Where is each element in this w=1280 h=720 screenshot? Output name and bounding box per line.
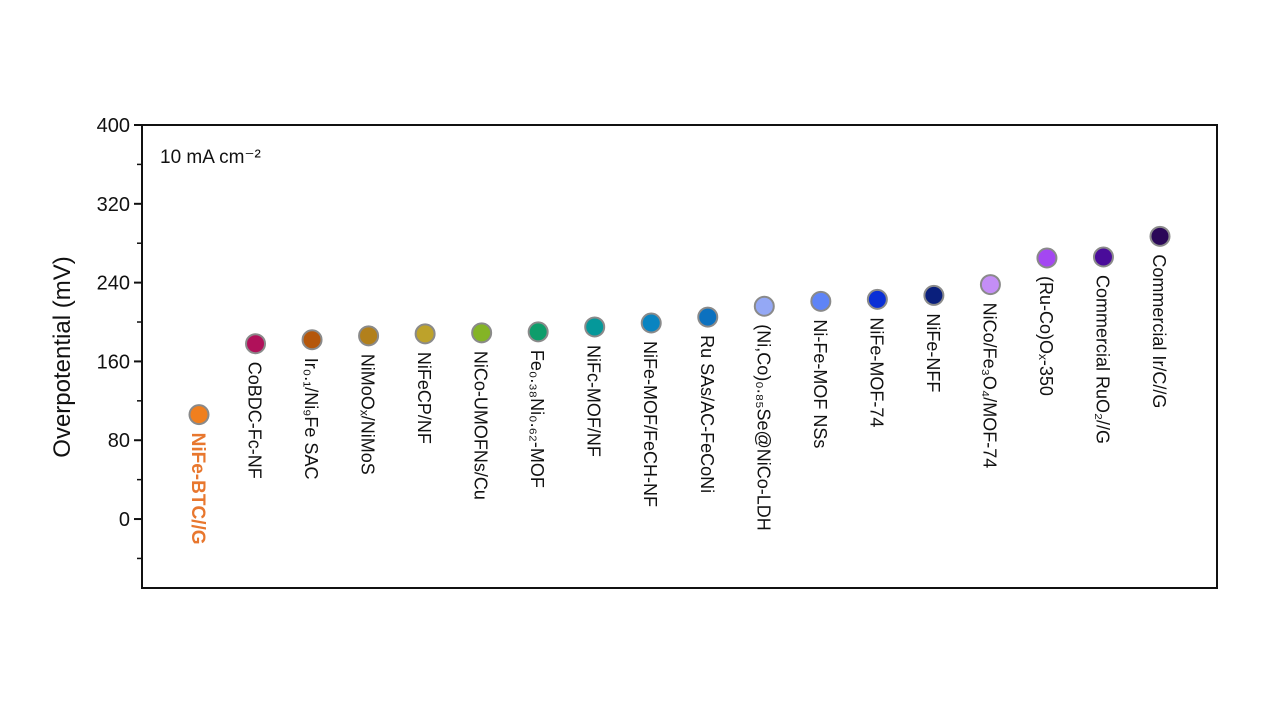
- data-point: [471, 322, 493, 344]
- data-point: [188, 404, 210, 426]
- category-label: Fe₀.₃₈Ni₀.₆₂-MOF: [527, 350, 547, 488]
- category-label: NiFe-MOF-74: [866, 317, 886, 427]
- category-label: NiCo/Fe₃O₄/MOF-74: [979, 303, 999, 469]
- y-tick-label: 320: [97, 194, 130, 216]
- plot-frame: [141, 124, 1218, 589]
- category-label: NiFc-MOF/NF: [584, 345, 604, 457]
- data-point: [979, 274, 1001, 296]
- y-axis-ticks: 0 80 160 240 320 400: [97, 115, 142, 560]
- category-label: NiFe-NFF: [923, 313, 943, 392]
- data-point: [753, 295, 775, 317]
- y-tick-label: 0: [119, 509, 130, 531]
- category-label: CoBDC-Fc-NF: [245, 362, 265, 479]
- category-label: (Ru-Co)Oₓ-350: [1036, 276, 1056, 396]
- data-point: [1149, 225, 1171, 247]
- data-point: [414, 323, 436, 345]
- category-label: NiFe-MOF/FeCH-NF: [640, 341, 660, 507]
- data-point: [1092, 246, 1114, 268]
- y-axis-title: Overpotential (mV): [49, 256, 76, 457]
- data-point: [810, 290, 832, 312]
- y-tick-label: 240: [97, 273, 130, 295]
- category-label: (Ni,Co)₀.₈₅Se@NiCo-LDH: [753, 324, 773, 530]
- category-label: NiFe-BTC//G: [187, 433, 208, 545]
- data-point: [866, 288, 888, 310]
- data-point: [923, 284, 945, 306]
- category-labels: NiFe-BTC//G CoBDC-Fc-NF Ir₀.₁/Ni₉Fe SAC NiM…: [187, 254, 1169, 544]
- current-density-annotation: 10 mA cm⁻²: [160, 147, 261, 168]
- data-point: [697, 306, 719, 328]
- y-tick-label: 160: [97, 351, 130, 373]
- y-tick-label: 80: [108, 430, 130, 452]
- category-label: NiFeCP/NF: [414, 352, 434, 444]
- data-point: [1036, 247, 1058, 269]
- data-point: [358, 325, 380, 347]
- category-label: Ir₀.₁/Ni₉Fe SAC: [301, 358, 321, 480]
- y-tick-label: 400: [97, 115, 130, 137]
- data-point: [584, 316, 606, 338]
- data-point: [640, 312, 662, 334]
- category-label: Commercial RuO₂//G: [1092, 275, 1112, 444]
- category-label: NiCo-UMOFNs/Cu: [471, 351, 491, 500]
- category-label: Ru SAs/AC-FeCoNi: [697, 335, 717, 493]
- data-point: [301, 329, 323, 351]
- category-label: NiMoOₓ/NiMoS: [358, 354, 378, 475]
- data-point: [245, 333, 267, 355]
- data-points: [188, 225, 1171, 426]
- category-label: Commercial Ir/C//G: [1149, 254, 1169, 408]
- data-point: [527, 321, 549, 343]
- category-label: Ni-Fe-MOF NSs: [810, 319, 830, 448]
